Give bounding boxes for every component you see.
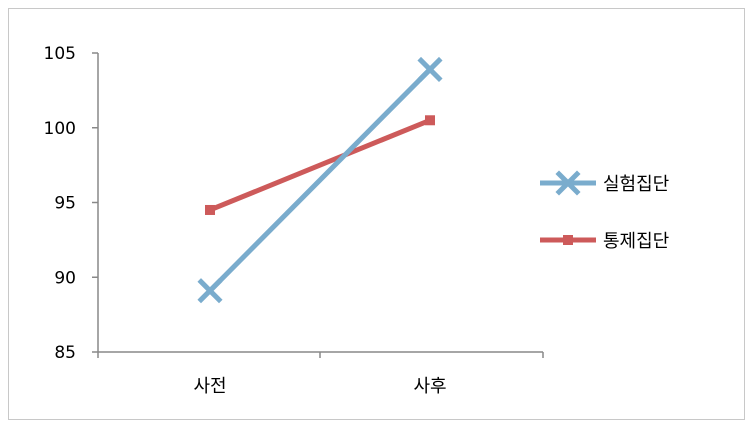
legend-label: 통제집단 <box>603 231 669 252</box>
data-point <box>417 56 443 82</box>
x-tick-label: 사후 <box>413 376 446 397</box>
data-point <box>425 115 435 126</box>
legend-marker <box>563 235 573 245</box>
legend-label: 실험집단 <box>603 174 669 195</box>
y-tick-label: 95 <box>54 194 76 214</box>
legend-marker <box>555 170 581 196</box>
y-tick-label: 85 <box>54 343 76 363</box>
y-tick-label: 90 <box>54 268 76 288</box>
y-tick-label: 100 <box>44 119 76 139</box>
y-tick-label: 105 <box>44 44 76 64</box>
data-point <box>197 278 223 304</box>
chart-frame <box>8 8 745 420</box>
x-tick-label: 사전 <box>193 376 226 397</box>
series-line-2 <box>209 117 431 213</box>
data-point <box>205 204 215 215</box>
series-line-1 <box>208 67 432 293</box>
